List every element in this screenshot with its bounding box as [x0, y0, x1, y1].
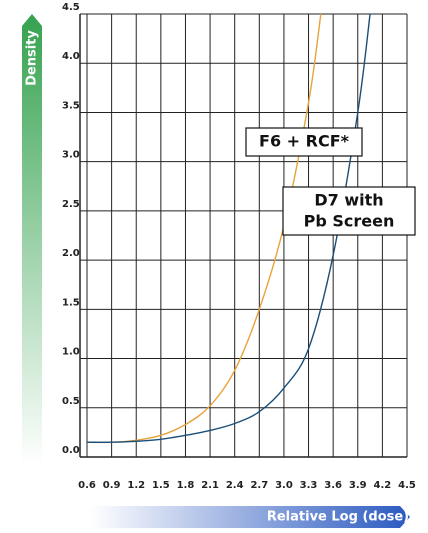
annotation-text: F6 + RCF*	[259, 132, 350, 151]
y-tick-label: 4.0	[62, 51, 80, 62]
x-tick-label: 4.2	[374, 480, 392, 491]
y-tick-label: 0.5	[62, 396, 80, 407]
x-tick-label: 3.9	[349, 480, 367, 491]
x-tick-label: 4.5	[398, 480, 416, 491]
x-tick-label: 3.3	[300, 480, 318, 491]
x-tick-label: 1.2	[127, 480, 145, 491]
x-axis-arrow	[90, 506, 410, 528]
annotation-box	[245, 127, 363, 157]
x-tick-label: 3.6	[324, 480, 342, 491]
y-tick-label: 1.0	[62, 347, 80, 358]
x-tick-label: 2.4	[226, 480, 244, 491]
y-tick-label: 1.5	[62, 297, 80, 308]
x-tick-label: 0.6	[78, 480, 96, 491]
annotation-text: Pb Screen	[304, 212, 395, 231]
y-tick-label: 0.0	[62, 445, 80, 456]
y-axis-label: Density	[25, 30, 40, 86]
y-axis-arrow	[22, 14, 42, 465]
y-tick-label: 4.5	[62, 2, 80, 13]
x-tick-label: 2.1	[201, 480, 219, 491]
x-tick-label: 1.5	[152, 480, 170, 491]
y-tick-label: 3.0	[62, 150, 80, 161]
x-tick-label: 0.9	[103, 480, 121, 491]
y-tick-label: 2.0	[62, 248, 80, 259]
y-tick-label: 2.5	[62, 199, 80, 210]
annotation-text: D7 with	[314, 191, 383, 210]
annotation-box	[282, 186, 416, 236]
x-tick-label: 3.0	[275, 480, 293, 491]
y-tick-label: 3.5	[62, 100, 80, 111]
x-tick-label: 2.7	[250, 480, 268, 491]
x-axis-label: Relative Log (dose)	[267, 510, 409, 525]
x-tick-label: 1.8	[177, 480, 195, 491]
